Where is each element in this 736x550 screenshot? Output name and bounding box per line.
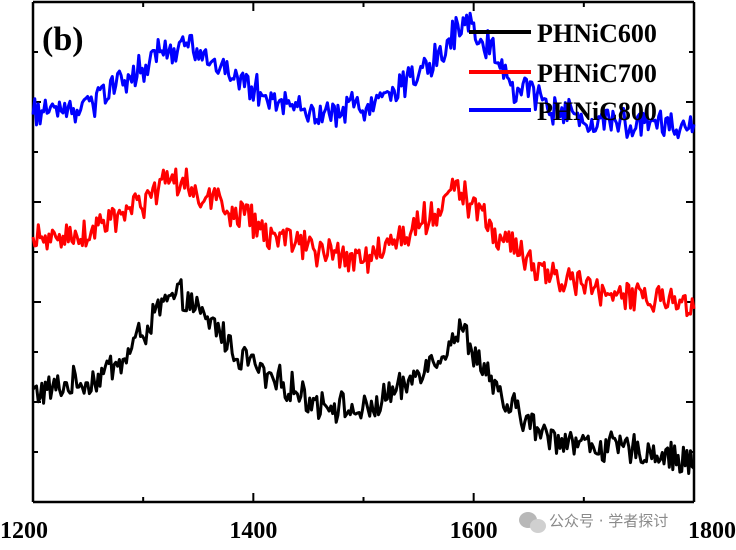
legend-label-phnic800: PHNiC800 — [537, 97, 657, 126]
series-line-phnic700 — [31, 167, 696, 318]
watermark-text: 公众号 · 学者探讨 — [549, 512, 668, 530]
x-tick-label: 1600 — [450, 518, 498, 544]
x-axis-ticks — [32, 2, 695, 502]
legend-item-phnic800: PHNiC800 — [469, 97, 657, 126]
x-axis-tick-labels: 1200 1400 1600 1800 — [0, 518, 736, 544]
series-line-phnic800 — [31, 11, 696, 140]
series-layer — [31, 11, 696, 475]
x-tick-label: 1400 — [229, 518, 277, 544]
wechat-icon — [519, 512, 546, 533]
legend-label-phnic600: PHNiC600 — [537, 19, 657, 48]
series-line-phnic600 — [31, 278, 695, 475]
x-tick-label: 1200 — [0, 518, 48, 544]
legend-item-phnic700: PHNiC700 — [469, 59, 657, 88]
x-tick-label: 1800 — [688, 518, 736, 544]
legend-label-phnic700: PHNiC700 — [537, 59, 657, 88]
legend-item-phnic600: PHNiC600 — [469, 19, 657, 48]
panel-label: (b) — [42, 21, 84, 58]
watermark: 公众号 · 学者探讨 — [519, 512, 668, 533]
legend: PHNiC600 PHNiC700 PHNiC800 — [469, 19, 657, 126]
